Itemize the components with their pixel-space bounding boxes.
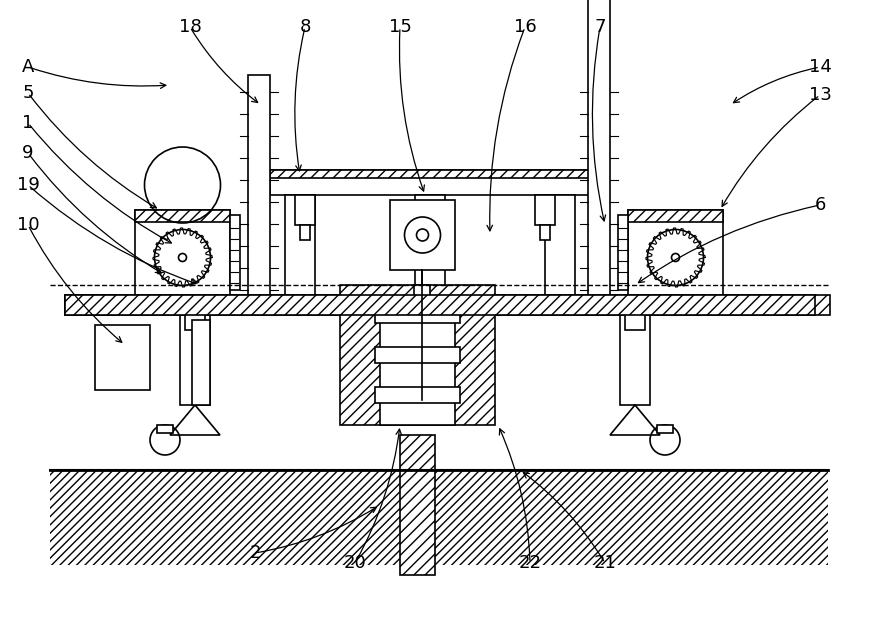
Text: A: A <box>22 58 34 76</box>
Bar <box>534 195 554 225</box>
Bar <box>627 210 722 222</box>
Text: 6: 6 <box>813 196 824 214</box>
Bar <box>247 75 270 295</box>
Bar <box>627 210 722 295</box>
Bar <box>230 215 239 290</box>
Bar <box>65 295 814 315</box>
Bar <box>545 195 574 295</box>
Bar <box>374 307 460 323</box>
Text: 1: 1 <box>22 114 33 132</box>
Bar <box>617 215 627 290</box>
Bar <box>50 470 827 565</box>
Bar <box>115 295 779 315</box>
Bar <box>65 295 115 315</box>
Text: 15: 15 <box>389 18 411 36</box>
Bar <box>619 315 649 405</box>
Bar <box>380 305 454 425</box>
Bar <box>135 210 230 295</box>
Text: 18: 18 <box>178 18 201 36</box>
Bar <box>135 210 230 222</box>
Text: 19: 19 <box>17 176 39 194</box>
Text: 7: 7 <box>594 18 605 36</box>
Text: 22: 22 <box>518 554 541 572</box>
Text: 21: 21 <box>593 554 616 572</box>
Text: 13: 13 <box>808 86 831 104</box>
Text: 20: 20 <box>343 554 366 572</box>
Polygon shape <box>170 405 220 435</box>
Bar <box>285 195 315 295</box>
Bar <box>300 225 310 240</box>
Text: 5: 5 <box>22 84 33 102</box>
Bar <box>400 435 434 575</box>
Text: 9: 9 <box>22 144 33 162</box>
Text: 2: 2 <box>249 544 260 562</box>
Bar <box>414 285 430 300</box>
Bar <box>270 170 599 178</box>
Bar <box>270 170 599 195</box>
Bar <box>192 320 210 405</box>
Bar <box>295 195 315 225</box>
Bar <box>185 310 204 330</box>
Bar <box>779 295 829 315</box>
Text: 16: 16 <box>513 18 536 36</box>
Text: 14: 14 <box>808 58 831 76</box>
Bar <box>374 387 460 403</box>
Bar <box>624 310 645 330</box>
Bar <box>339 285 495 425</box>
Bar <box>415 195 445 295</box>
Bar <box>539 225 549 240</box>
Bar <box>389 200 454 270</box>
Bar <box>157 425 173 433</box>
Bar <box>588 0 610 295</box>
Bar <box>656 425 673 433</box>
Bar <box>180 315 210 405</box>
Bar <box>95 325 150 390</box>
Bar <box>374 347 460 363</box>
Text: 10: 10 <box>17 216 39 234</box>
Polygon shape <box>610 405 660 435</box>
Text: 8: 8 <box>299 18 310 36</box>
Bar <box>65 295 115 315</box>
